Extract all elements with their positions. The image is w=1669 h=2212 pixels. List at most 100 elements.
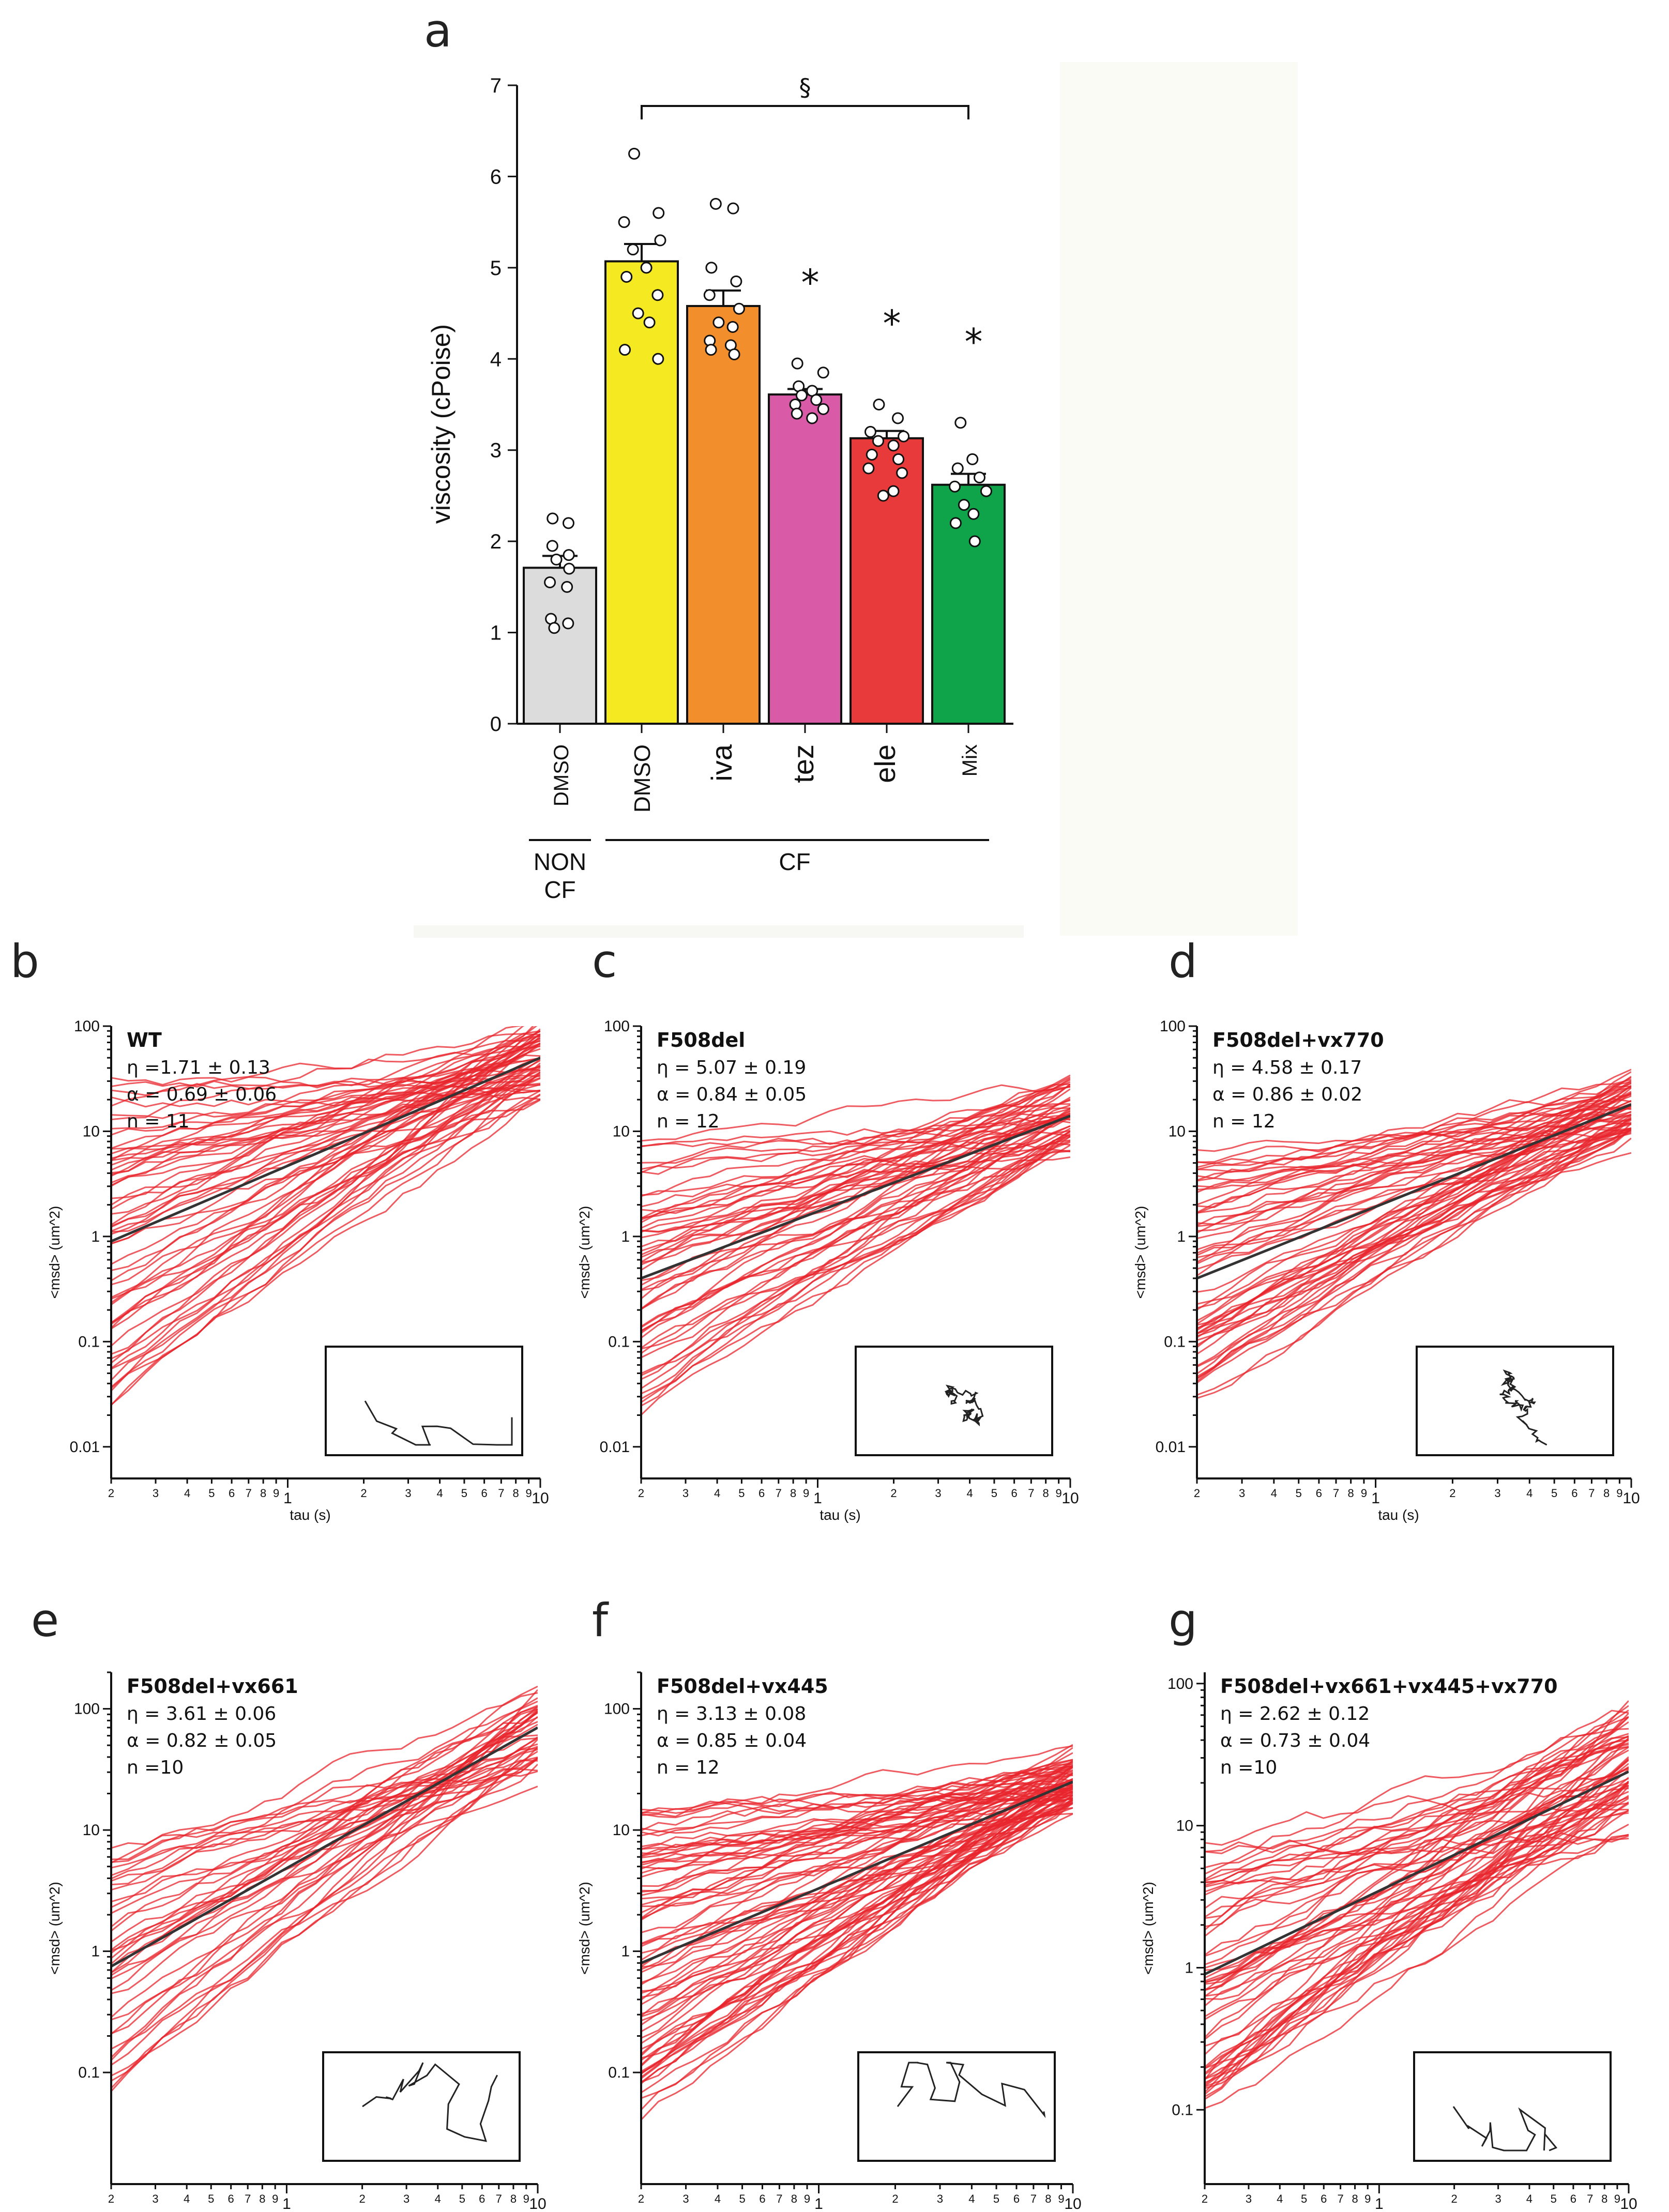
x-minor-label: 6 [1570,2192,1576,2205]
data-point [968,535,981,547]
alpha-stat: α = 0.82 ± 0.05 [127,1730,277,1751]
msd-trace [1205,1809,1629,1979]
data-point [730,275,742,287]
x-minor-label: 6 [759,2192,765,2205]
y-tick-label: 10 [83,1822,100,1839]
x-tick-label: 1 [1371,1490,1380,1507]
msd-trace [111,1071,540,1388]
y-tick-label: 1 [91,1228,100,1245]
data-point [640,262,653,274]
msd-trace [111,1033,540,1121]
msd-trace [111,1711,538,2066]
msd-trace [641,1117,1070,1232]
x-minor-label: 4 [435,2192,441,2205]
x-tick-label: 10 [1064,2195,1081,2212]
viscosity-stat: η = 5.07 ± 0.19 [657,1057,806,1078]
x-tick-label: 1 [1375,2195,1384,2212]
y-tick-label: 100 [74,1701,100,1718]
panel-letter-a: a [424,4,452,57]
y-tick-label: 2 [490,530,502,553]
data-point [949,480,961,493]
msd-trace [641,1759,1073,1919]
msd-trace [1205,1735,1629,1985]
particle-trajectory [1452,2106,1558,2152]
background-artifact-strip [414,925,1024,938]
data-point [892,412,904,424]
x-minor-label: 3 [937,2192,943,2205]
y-tick-label: 100 [1167,1675,1193,1692]
n-count: n = 12 [657,1111,720,1132]
y-axis-title: <msd> (um^2) [47,1206,63,1299]
x-minor-label: 4 [715,2192,721,2205]
data-point [887,485,900,497]
data-point [561,581,573,593]
x-minor-label: 9 [803,1487,809,1500]
x-minor-label: 8 [1043,1487,1049,1500]
data-point [550,553,563,566]
data-point [817,403,829,415]
msd-trace [1205,1834,1629,2088]
y-tick-label: 1 [1177,1228,1186,1245]
x-minor-label: 8 [1348,1487,1354,1500]
msd-trace [1205,1767,1629,1846]
x-minor-label: 8 [1603,1487,1610,1500]
y-tick-label: 7 [490,74,502,97]
msd-trace [1197,1105,1631,1309]
mean-msd-line [111,1726,538,1968]
msd-trace [1205,1780,1629,2080]
y-tick-label: 5 [490,257,502,280]
msd-trace [641,1077,1070,1310]
msd-trace [1205,1778,1629,1853]
msd-trace [1197,1129,1631,1191]
msd-trace [641,1133,1070,1400]
condition-title: F508del+vx661 [127,1675,298,1698]
msd-trace [1205,1736,1629,1893]
x-tick-label: 10 [532,1490,549,1507]
msd-trace [1205,1710,1629,1875]
data-point [954,417,967,429]
msd-trace [111,1057,540,1149]
alpha-stat: α = 0.69 ± 0.06 [127,1084,277,1105]
msd-trace [1197,1110,1631,1368]
msd-trace [1197,1111,1631,1165]
y-axis-title: <msd> (um^2) [1140,1882,1156,1975]
msd-trace [111,1071,540,1186]
alpha-stat: α = 0.84 ± 0.05 [657,1084,807,1105]
bar [931,483,1006,725]
mean-msd-line [641,1780,1073,1964]
alpha-stat: α = 0.86 ± 0.02 [1212,1084,1362,1105]
trajectory-inset [1413,2051,1612,2162]
msd-trace [641,1800,1073,2045]
data-point [877,490,889,502]
msd-traces [111,1026,540,1406]
y-tick-label: 100 [604,1701,630,1718]
data-point [951,462,964,475]
x-minor-label: 3 [682,2192,689,2205]
msd-trace [111,1056,540,1265]
data-point [795,389,808,402]
panel-a-bar-chart: a viscosity (cPoise) 0 1 2 3 4 5 6 7 DMSO DMSO iva… [424,4,1013,903]
bar [523,567,597,725]
x-minor-label: 2 [360,1487,367,1500]
x-minor-label: 5 [739,2192,745,2205]
msd-trace [111,1708,538,1928]
msd-trace [641,1752,1073,1878]
x-minor-label: 9 [526,1487,532,1500]
x-minor-label: 8 [1352,2192,1358,2205]
n-count: n =10 [1220,1757,1277,1778]
x-minor-label: 6 [479,2192,485,2205]
data-point [654,234,666,247]
y-tick-label: 0.01 [1156,1439,1186,1456]
msd-trace [111,1043,540,1227]
background-artifact [1060,62,1298,936]
data-point [703,289,716,301]
y-tick-label: 10 [1169,1123,1186,1140]
data-point [643,316,656,329]
data-point [980,485,992,497]
msd-trace [111,1758,538,2058]
msd-trace [641,1799,1073,2075]
y-tick-label: 0.1 [78,2064,100,2081]
category-label: iva [705,744,738,781]
data-point [705,262,718,274]
